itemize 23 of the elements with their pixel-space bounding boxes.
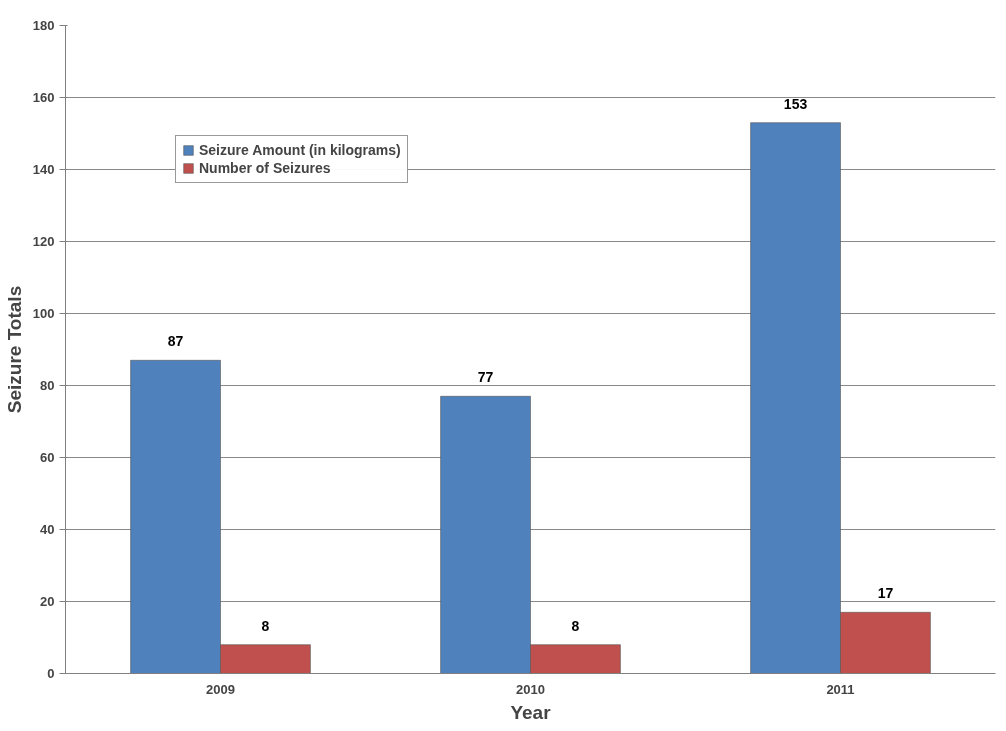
y-tick-label: 160: [32, 90, 55, 105]
legend-label: Number of Seizures: [199, 160, 331, 176]
y-axis-title: Seizure Totals: [3, 285, 25, 414]
data-label: 17: [877, 585, 894, 602]
x-tick-label: 2011: [826, 681, 855, 697]
y-tick-label: 100: [32, 306, 55, 321]
y-tick-label: 40: [40, 522, 55, 537]
y-tick-label: 180: [32, 18, 55, 33]
legend-label: Seizure Amount (in kilograms): [199, 142, 401, 158]
y-tick-label: 140: [32, 162, 55, 177]
data-label: 8: [261, 617, 270, 634]
data-label: 77: [477, 369, 494, 386]
y-tick-label: 120: [32, 234, 55, 249]
y-tick-label: 0: [47, 666, 55, 681]
y-tick-label: 20: [40, 594, 55, 609]
data-label: 153: [783, 95, 808, 112]
y-tick-label: 80: [40, 378, 55, 393]
x-axis-title: Year: [510, 701, 552, 723]
x-tick-label: 2010: [516, 681, 545, 697]
data-label: 87: [167, 333, 184, 350]
y-tick-label: 60: [40, 450, 55, 465]
x-tick-label: 2009: [206, 681, 235, 697]
data-label: 8: [571, 617, 580, 634]
